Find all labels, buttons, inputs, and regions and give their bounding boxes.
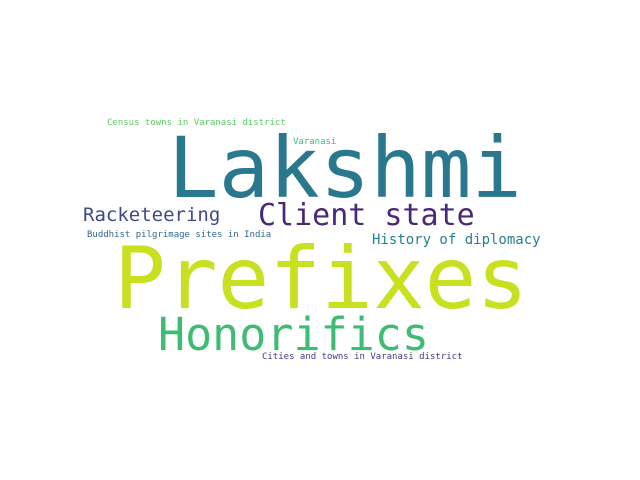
word-varanasi: Varanasi [293,137,337,147]
word-honorifics: Honorifics [158,308,429,361]
word-cities-and-towns: Cities and towns in Varanasi district [262,352,463,362]
word-prefixes: Prefixes [114,229,529,329]
word-racketeering: Racketeering [83,204,221,226]
word-buddhist-pilgrimage: Buddhist pilgrimage sites in India [87,230,272,240]
word-client-state: Client state [258,198,475,233]
word-lakshmi: Lakshmi [168,119,523,217]
word-census-towns: Census towns in Varanasi district [107,118,286,128]
word-history-of-diplomacy: History of diplomacy [372,232,541,248]
